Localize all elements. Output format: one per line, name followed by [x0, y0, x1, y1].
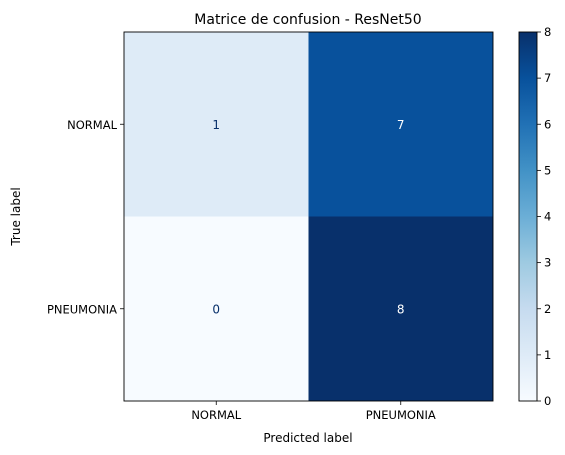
x-axis-label: Predicted label: [263, 431, 352, 445]
colorbar-tick-label: 2: [544, 302, 551, 316]
cell-value-label: 1: [212, 118, 220, 132]
cell-value-label: 7: [397, 118, 405, 132]
colorbar-tick-label: 1: [544, 348, 551, 362]
colorbar: [518, 31, 538, 402]
y-tick-label: PNEUMONIA: [47, 302, 117, 316]
chart-title: Matrice de confusion - ResNet50: [194, 12, 421, 28]
x-tick-label: PNEUMONIA: [366, 408, 436, 422]
x-tick-label: NORMAL: [191, 408, 241, 422]
colorbar-tick-label: 8: [544, 25, 551, 39]
colorbar-tick-label: 6: [544, 117, 551, 131]
colorbar-tick-label: 0: [544, 394, 551, 408]
colorbar-tick-label: 7: [544, 71, 551, 85]
y-axis-label: True label: [9, 187, 23, 246]
cell-value-label: 0: [212, 302, 220, 316]
axes: NORMAL PNEUMONIA NORMAL PNEUMONIA: [47, 118, 436, 422]
colorbar-tick-label: 3: [544, 256, 551, 270]
heatmap-cells: 1 70 8: [124, 32, 493, 401]
heatmap-cell: [308, 32, 493, 217]
heatmap-cell: [124, 32, 309, 217]
colorbar-tick-label: 4: [544, 210, 551, 224]
heatmap-cell: [124, 216, 309, 401]
colorbar-tick-label: 5: [544, 163, 551, 177]
y-tick-label: NORMAL: [67, 118, 117, 132]
cell-value-label: 8: [397, 302, 405, 316]
colorbar-ticks: 0 1 2 3 4 5 6 7 8: [537, 25, 551, 408]
heatmap-cell: [308, 216, 493, 401]
plot-frame: [123, 31, 494, 402]
